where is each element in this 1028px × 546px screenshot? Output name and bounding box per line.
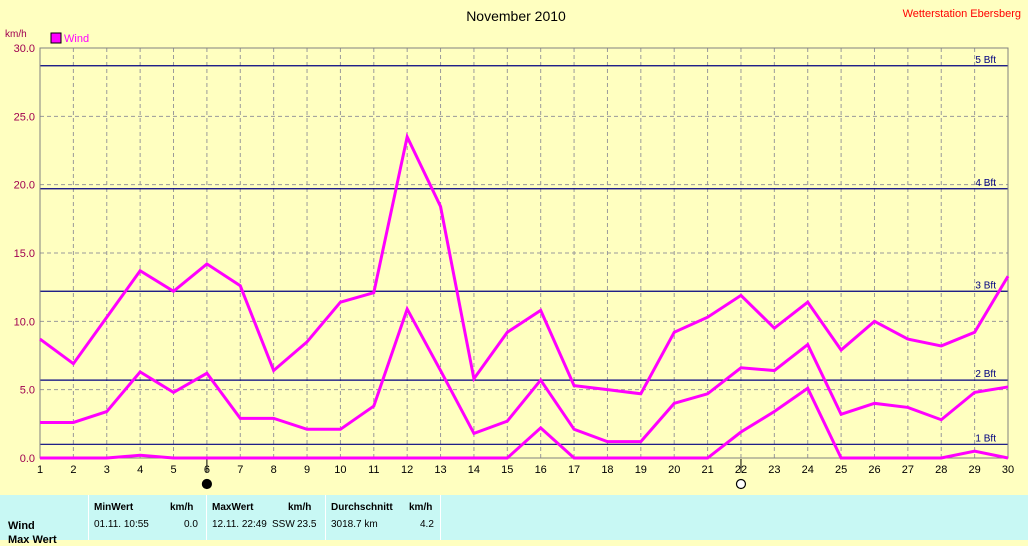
- max-direction: SSW: [272, 519, 295, 530]
- x-tick-label: 29: [968, 464, 980, 476]
- x-tick-label: 20: [668, 464, 680, 476]
- header-min-unit: km/h: [170, 502, 194, 513]
- legend-label: Wind: [64, 33, 89, 45]
- header-max-value: MaxWert: [212, 502, 254, 513]
- header-max-unit: km/h: [288, 502, 312, 513]
- x-tick-label: 27: [902, 464, 914, 476]
- beaufort-label: 4 Bft: [975, 178, 996, 189]
- x-tick-label: 26: [868, 464, 880, 476]
- min-time: 01.11. 10:55: [94, 519, 149, 530]
- wind-chart: 1 Bft 2 Bft 3 Bft 4 Bft 5 Bft 0.0 5.0 10.0 15.0 2…: [5, 8, 1021, 490]
- x-tick-label: 25: [835, 464, 847, 476]
- row-label-partial: Max Wert: [8, 534, 57, 546]
- x-tick-label: 19: [635, 464, 647, 476]
- x-tick-label: 11: [368, 464, 379, 476]
- header-min-value: MinWert: [94, 502, 134, 513]
- beaufort-label: 3 Bft: [975, 280, 996, 291]
- y-tick-label: 0.0: [20, 453, 35, 465]
- statistics-table: MinWert km/h MaxWert km/h Durchschnitt k…: [0, 495, 1028, 546]
- avg-value: 4.2: [420, 519, 434, 530]
- series-line: [39, 132, 1010, 396]
- x-tick-label: 13: [434, 464, 446, 476]
- header-avg-value: Durchschnitt: [331, 502, 393, 513]
- full-moon-icon: [735, 478, 747, 490]
- x-tick-label: 21: [701, 464, 713, 476]
- series-line: [40, 305, 1009, 444]
- beaufort-label: 2 Bft: [975, 369, 996, 380]
- x-tick-label: 15: [501, 464, 513, 476]
- x-tick-label: 24: [802, 464, 814, 476]
- beaufort-label: 1 Bft: [975, 433, 996, 444]
- series-line: [40, 386, 1009, 460]
- legend-swatch: [50, 32, 62, 44]
- y-tick-label: 25.0: [14, 111, 35, 123]
- x-tick-label: 10: [334, 464, 346, 476]
- row-label-wind: Wind: [8, 520, 35, 532]
- x-tick-label: 5: [170, 464, 176, 476]
- x-tick-label: 1: [37, 464, 43, 476]
- x-tick-label: 14: [468, 464, 480, 476]
- y-tick-label: 5.0: [20, 385, 35, 397]
- x-tick-label: 17: [568, 464, 580, 476]
- x-tick-label: 4: [137, 464, 143, 476]
- x-tick-label: 28: [935, 464, 947, 476]
- x-tick-label: 9: [304, 464, 310, 476]
- min-value: 0.0: [184, 519, 198, 530]
- station-name: Wetterstation Ebersberg: [903, 8, 1021, 20]
- y-tick-label: 20.0: [14, 180, 35, 192]
- x-tick-label: 12: [401, 464, 413, 476]
- x-tick-label: 2: [70, 464, 76, 476]
- x-tick-label: 23: [768, 464, 780, 476]
- x-tick-label: 16: [535, 464, 547, 476]
- y-tick-label: 10.0: [14, 316, 35, 328]
- x-tick-label: 3: [104, 464, 110, 476]
- plot-frame: [39, 47, 1009, 459]
- max-time: 12.11. 22:49: [212, 519, 267, 530]
- x-tick-label: 30: [1002, 464, 1014, 476]
- chart-area: 1 Bft 2 Bft 3 Bft 4 Bft 5 Bft 0.0 5.0 10.0 15.0 2…: [5, 8, 1021, 490]
- y-tick-label: 15.0: [14, 248, 35, 260]
- x-tick-label: 7: [237, 464, 243, 476]
- x-tick-label: 8: [271, 464, 277, 476]
- header-avg-unit: km/h: [409, 502, 433, 513]
- distance: 3018.7 km: [331, 519, 378, 530]
- chart-title: November 2010: [466, 8, 566, 24]
- beaufort-label: 5 Bft: [975, 55, 996, 66]
- y-tick-label: 30.0: [14, 43, 35, 55]
- max-value: 23.5: [297, 519, 317, 530]
- x-tick-label: 18: [601, 464, 613, 476]
- new-moon-icon: [201, 478, 212, 490]
- y-axis-label: km/h: [5, 29, 27, 40]
